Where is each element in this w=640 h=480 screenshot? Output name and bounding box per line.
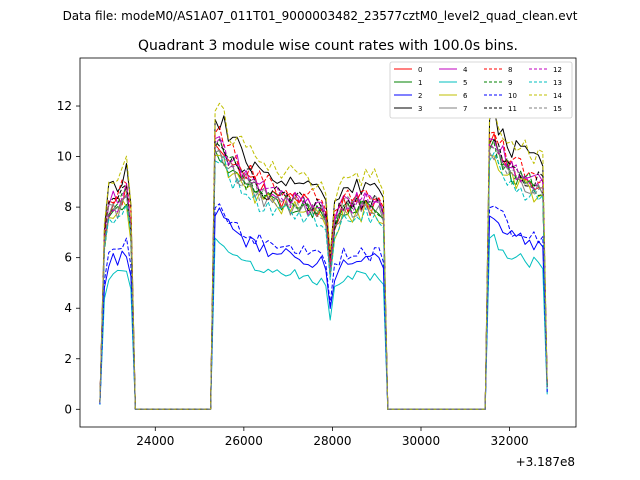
legend-label-2: 2 (418, 92, 422, 100)
x-axis: 24000 26000 28000 30000 32000 (136, 427, 529, 448)
series-line-15 (99, 146, 548, 410)
x-tick-label-1: 26000 (225, 434, 263, 448)
legend-label-14: 14 (553, 92, 562, 100)
legend-box (389, 61, 573, 119)
y-tick-label-5: 10 (57, 150, 72, 164)
x-offset-label: +3.187e8 (516, 455, 575, 469)
legend-label-5: 5 (463, 79, 467, 87)
y-tick-label-0: 0 (64, 402, 72, 416)
y-tick-label-2: 4 (64, 301, 72, 315)
x-tick-label-3: 30000 (402, 434, 440, 448)
legend-label-8: 8 (508, 66, 512, 74)
legend-label-7: 7 (463, 105, 467, 113)
y-tick-label-1: 2 (64, 352, 72, 366)
y-tick-label-6: 12 (57, 99, 72, 113)
legend-label-10: 10 (508, 92, 517, 100)
legend-label-12: 12 (553, 66, 562, 74)
legend-label-3: 3 (418, 105, 422, 113)
y-axis: 0 2 4 6 8 10 12 (57, 99, 80, 416)
legend-label-1: 1 (418, 79, 422, 87)
legend-label-13: 13 (553, 79, 562, 87)
x-tick-label-2: 28000 (313, 434, 351, 448)
y-tick-label-3: 6 (64, 251, 72, 265)
legend-label-4: 4 (463, 66, 468, 74)
series-layer (99, 102, 548, 410)
chart-title: Quadrant 3 module wise count rates with … (138, 38, 518, 54)
chart-suptitle: Data file: modeM0/AS1A07_011T01_90000034… (63, 9, 578, 23)
legend-label-0: 0 (418, 66, 422, 74)
x-tick-label-4: 32000 (490, 434, 528, 448)
legend-label-9: 9 (508, 79, 512, 87)
legend-label-15: 15 (553, 105, 562, 113)
y-tick-label-4: 8 (64, 200, 72, 214)
legend-label-11: 11 (508, 105, 517, 113)
x-tick-label-0: 24000 (136, 434, 174, 448)
legend-label-6: 6 (463, 92, 468, 100)
